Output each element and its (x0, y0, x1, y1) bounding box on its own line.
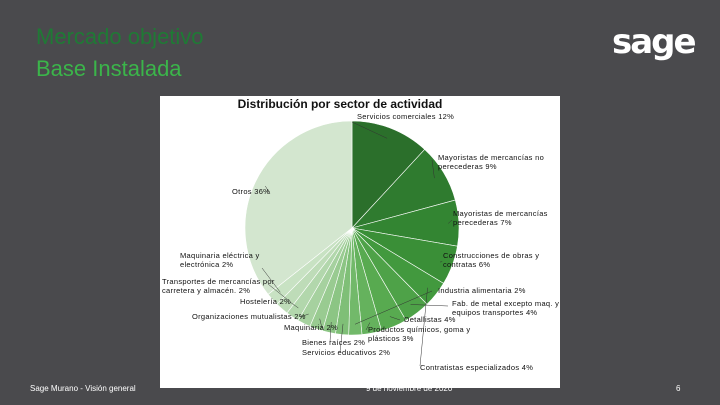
leader-line (289, 301, 299, 309)
sage-logo: sage (612, 22, 697, 62)
leader-line (339, 323, 344, 353)
leader-line (365, 322, 371, 331)
leader-line (265, 185, 271, 195)
slice-label: Mayoristas de mercancías no perecederas 9… (438, 153, 544, 171)
leader-line (329, 322, 332, 343)
leader-line (419, 287, 428, 367)
slice-label: Transportes de mercancías por carretera y… (162, 277, 275, 295)
page-number: 6 (676, 384, 681, 393)
slice-label: Otros 36% (232, 187, 270, 196)
leader-line (351, 121, 388, 139)
slice-label: Construcciones de obras y contratas 6% (443, 251, 539, 269)
footer-left-text: Sage Murano - Visión general (30, 384, 136, 393)
slice-label: Industria alimentaria 2% (438, 286, 526, 295)
chart-title: Distribución por sector de actividad (238, 97, 443, 111)
slice-label: Servicios comerciales 12% (357, 112, 454, 121)
leader-line (261, 267, 281, 293)
leader-line (448, 219, 453, 224)
leader-line (431, 159, 435, 179)
slice-label: Maquinaria 2% (284, 323, 338, 332)
slice-label: Servicios educativos 2% (302, 348, 390, 357)
leader-line (389, 316, 401, 321)
slice-label: Productos químicos, goma y plásticos 3% (368, 325, 470, 343)
leader-line (354, 290, 433, 325)
leader-line (319, 318, 323, 329)
slice-label: Organizaciones mutualistas 2% (192, 312, 306, 321)
leader-line (299, 313, 309, 318)
slice-label: Mayoristas de mercancías perecederas 7% (453, 209, 548, 227)
leader-line (410, 304, 449, 307)
slice-label: Detallistas 4% (404, 315, 456, 324)
pie-slice (244, 120, 353, 295)
footer-date: 9 de noviembre de 2020 (366, 384, 453, 393)
slice-label: Fab. de metal excepto maq. y equipos tran… (452, 299, 559, 317)
slice-label: Maquinaria eléctrica y electrónica 2% (180, 251, 260, 269)
slice-label: Bienes raíces 2% (302, 338, 365, 347)
slide-title-line1: Mercado objetivo (36, 24, 204, 49)
slide-title-line2: Base Instalada (36, 56, 182, 81)
leader-line (267, 283, 289, 301)
slice-label: Hostelería 2% (240, 297, 291, 306)
pie-slice (351, 120, 426, 229)
slice-label: Contratistas especializados 4% (420, 363, 533, 372)
